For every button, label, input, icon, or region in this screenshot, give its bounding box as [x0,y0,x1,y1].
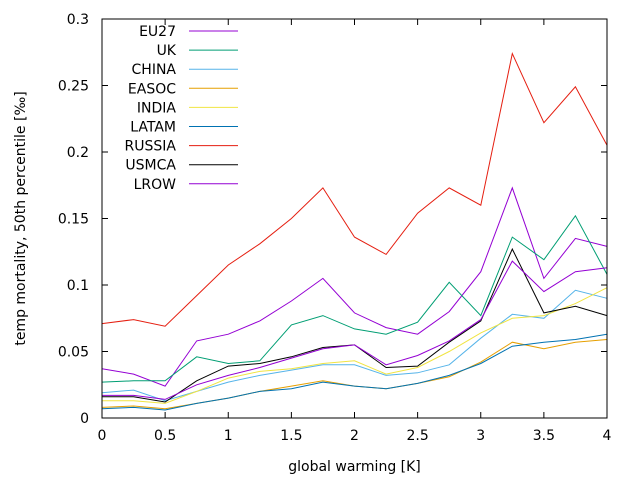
x-tick-label: 0.5 [154,428,176,444]
x-tick-label: 4 [603,428,612,444]
x-tick-label: 3.5 [533,428,555,444]
x-tick-label: 2.5 [406,428,428,444]
x-tick-label: 1.5 [280,428,302,444]
series-line-china [101,289,608,402]
legend-label-china: CHINA [132,62,177,78]
x-tick-label: 0 [98,428,107,444]
x-tick-label: 3 [476,428,485,444]
y-tick-label: 0.2 [67,145,89,161]
x-tick-label: 2 [350,428,359,444]
series-line-eu27 [101,186,608,387]
y-tick-label: 0.05 [58,345,89,361]
legend-label-eu27: EU27 [139,24,176,40]
series-line-uk [101,214,608,383]
legend: EU27 UK CHINA EASOC INDIA LATAM RUSSIA USMCA LRO… [125,24,238,193]
y-tick-label: 0.15 [58,212,89,228]
series-line-latam [101,333,608,411]
legend-label-usmca: USMCA [125,158,176,174]
legend-label-latam: LATAM [130,120,176,136]
x-tick-label: 1 [224,428,233,444]
series-layer [101,52,608,411]
y-tick-label: 0 [80,411,89,427]
legend-label-uk: UK [157,43,177,59]
y-tick-label: 0.3 [67,12,89,28]
series-line-russia [101,52,608,327]
legend-label-lrow: LROW [134,177,177,193]
plot-frame [101,18,608,419]
legend-label-india: INDIA [137,100,177,116]
series-line-lrow [102,260,608,400]
y-tick-label: 0.25 [58,79,89,95]
series-line-india [102,287,608,404]
y-axis-title: temp mortality, 50th percentile [‰] [13,91,29,345]
legend-label-easoc: EASOC [128,81,176,97]
x-axis-title: global warming [K] [288,459,421,475]
legend-label-russia: RUSSIA [125,139,177,155]
series-line-usmca [102,247,608,403]
y-tick-label: 0.1 [67,278,89,294]
ticks-layer: 0 0.5 1 1.5 2 2.5 3 3.5 4 0 0.05 0.1 0.15 0.2 0.25 0.3 [58,12,612,444]
